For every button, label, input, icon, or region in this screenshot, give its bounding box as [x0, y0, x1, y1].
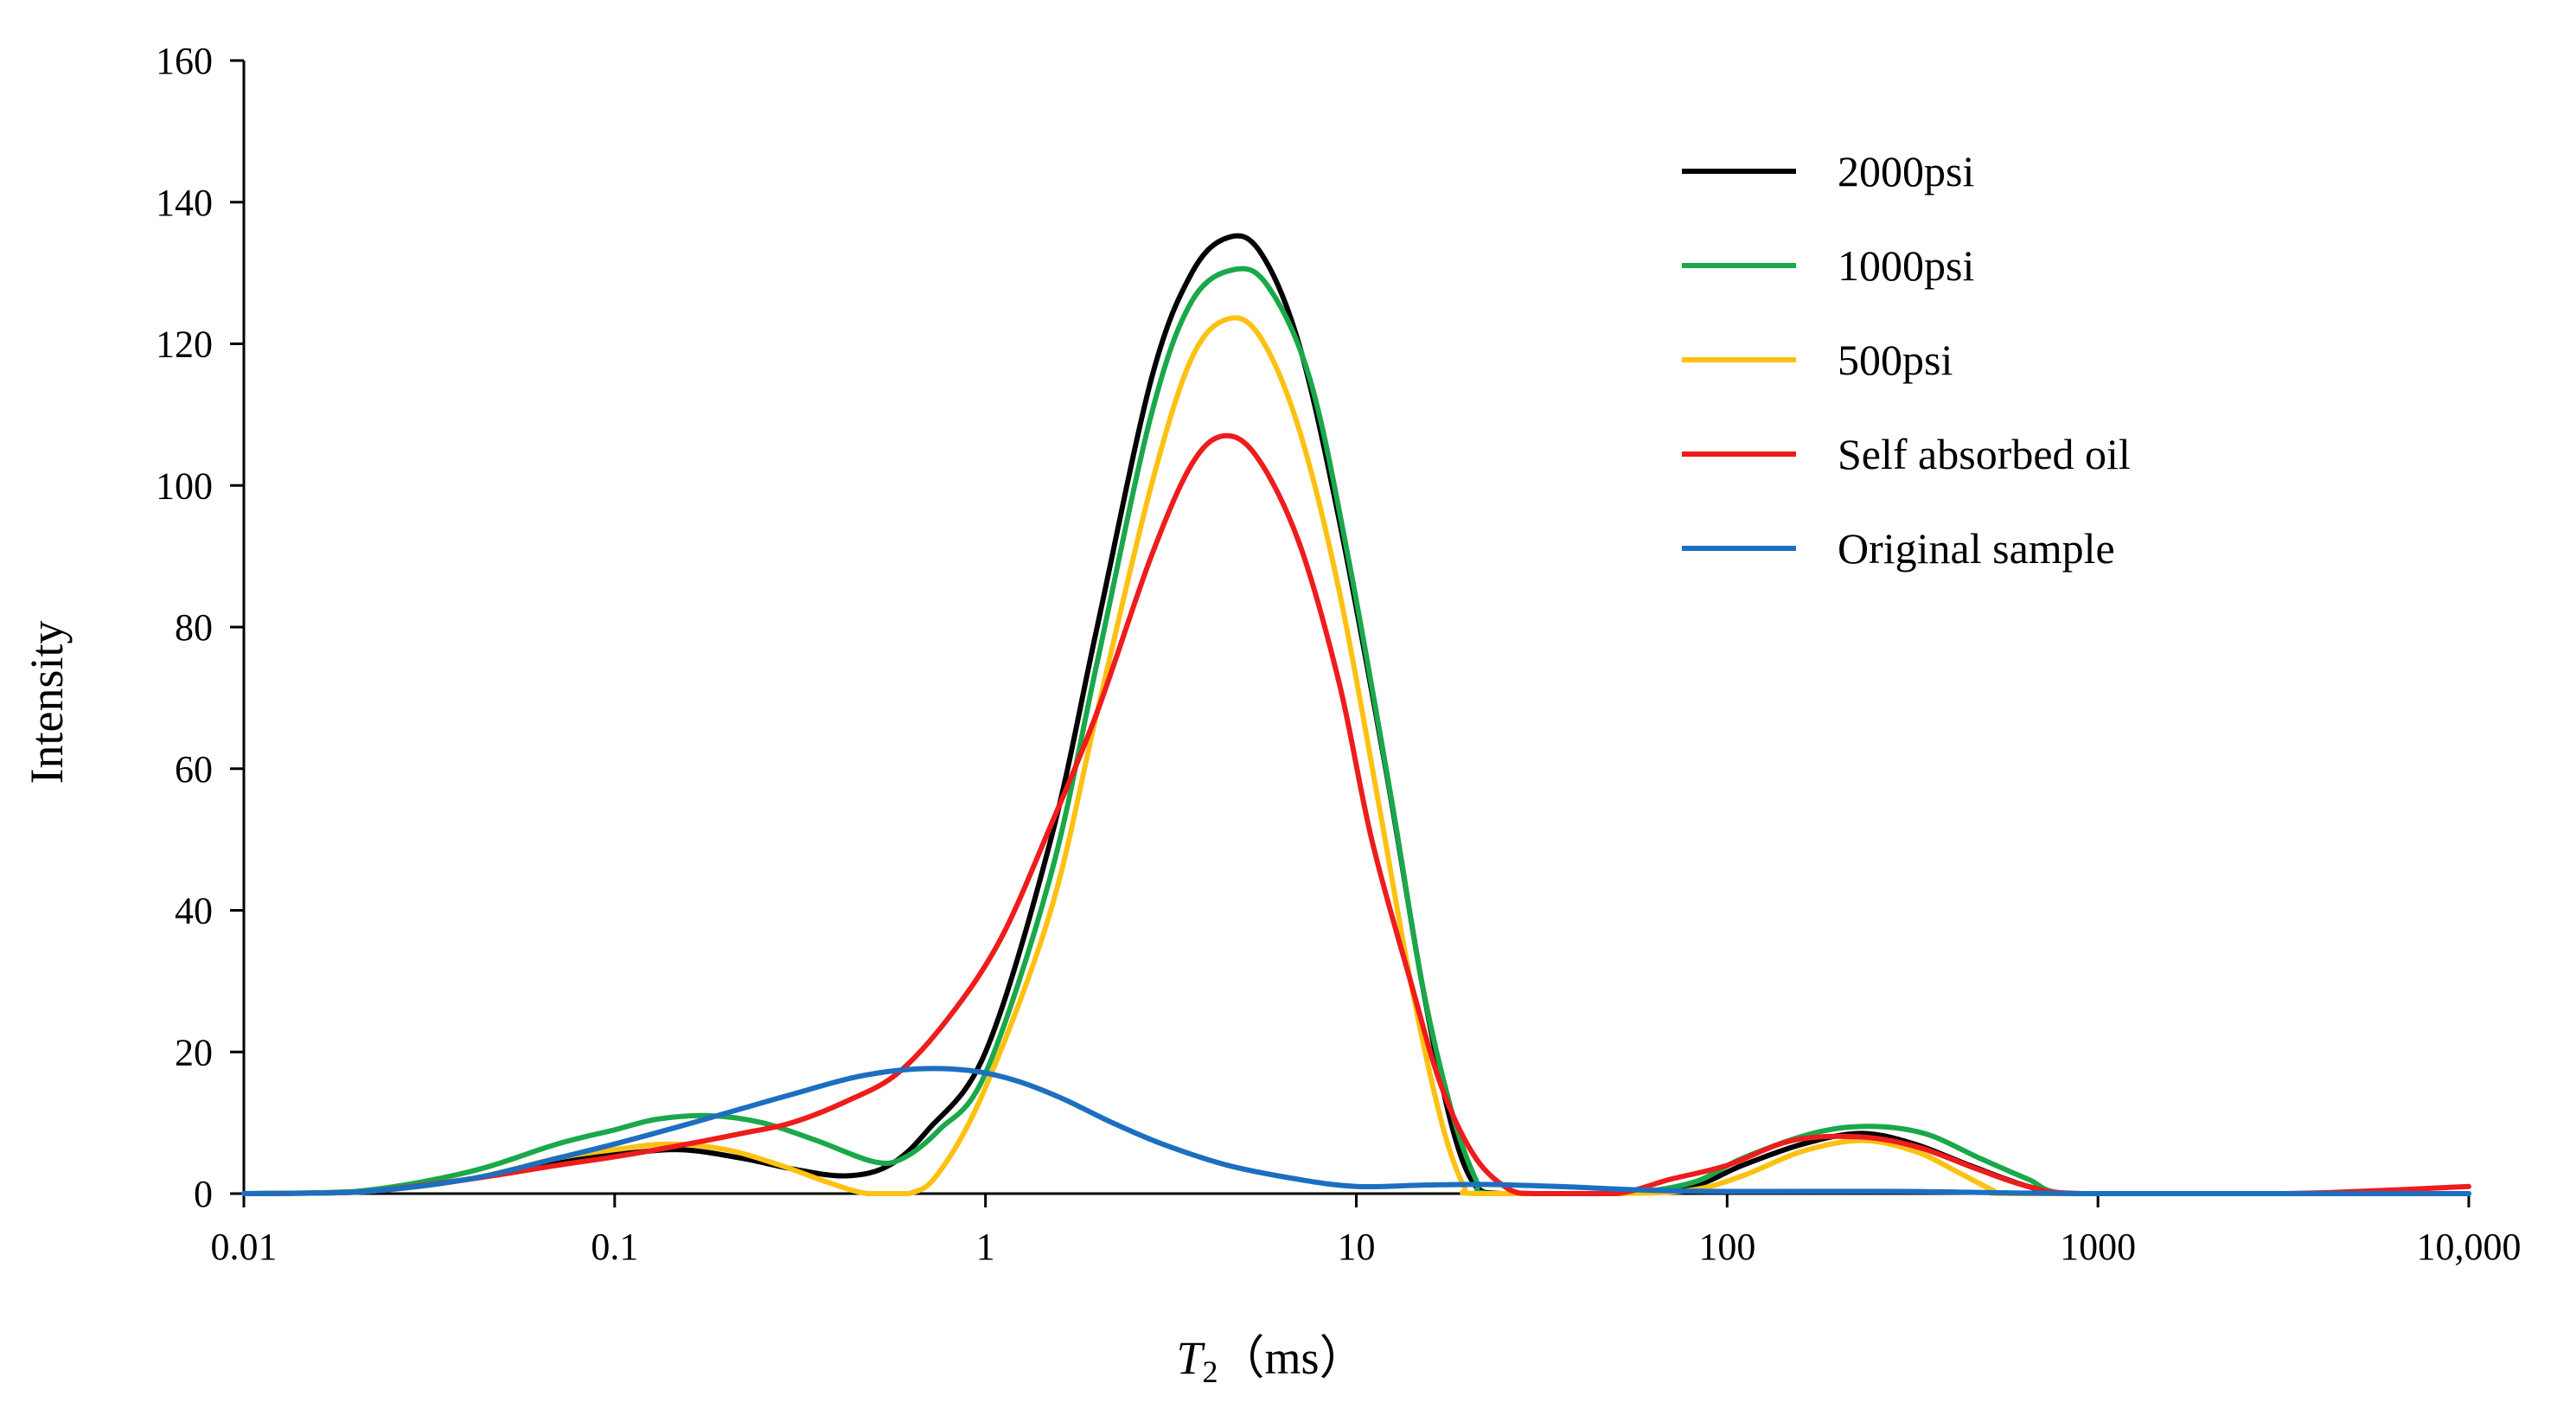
- legend-label-2000psi: 2000psi: [1838, 147, 1974, 195]
- x-tick-label: 1000: [2060, 1226, 2136, 1268]
- series-line-500psi: [241, 315, 2471, 1197]
- x-tick-label: 10: [1338, 1226, 1376, 1268]
- y-tick-label: 0: [194, 1173, 213, 1215]
- y-tick-label: 60: [175, 748, 213, 791]
- y-tick-label: 40: [175, 890, 213, 932]
- x-tick-label: 10,000: [2417, 1226, 2522, 1268]
- x-tick-label: 100: [1698, 1226, 1755, 1268]
- legend-label-1000psi: 1000psi: [1838, 241, 1974, 290]
- x-axis-label-main: T: [1176, 1332, 1205, 1384]
- legend-label-500psi: 500psi: [1838, 336, 1953, 384]
- series-line-original-sample: [241, 1066, 2471, 1197]
- y-tick-label: 120: [156, 323, 213, 366]
- x-axis-label-unit: （ms）: [1218, 1332, 1366, 1384]
- x-axis-label-subscript: 2: [1203, 1354, 1218, 1389]
- legend: 2000psi 1000psi 500psi Self absorbed oil Ori…: [1682, 147, 2131, 573]
- x-tick-label: 0.1: [591, 1226, 638, 1268]
- y-tick-label: 80: [175, 606, 213, 649]
- x-axis: 0.01 0.1 1 10 100 1000 10,000: [211, 1192, 2522, 1268]
- x-tick-label: 1: [976, 1226, 995, 1268]
- x-axis-label: T2（ms）: [1176, 1332, 1365, 1389]
- y-tick-label: 160: [156, 40, 213, 82]
- y-axis: 0 20 40 60 80 100 120 140 160: [156, 40, 246, 1215]
- legend-label-original-sample: Original sample: [1838, 524, 2115, 573]
- y-tick-label: 140: [156, 182, 213, 224]
- series-line-self-absorbed-oil: [241, 432, 2471, 1197]
- y-axis-label: Intensity: [21, 621, 73, 784]
- x-tick-label: 0.01: [211, 1226, 278, 1268]
- series-line-1000psi: [241, 266, 2471, 1197]
- y-tick-label: 20: [175, 1031, 213, 1073]
- series-group: [241, 233, 2471, 1197]
- legend-label-self-absorbed-oil: Self absorbed oil: [1838, 430, 2131, 478]
- series-line-2000psi: [241, 233, 2471, 1197]
- y-tick-label: 100: [156, 464, 213, 507]
